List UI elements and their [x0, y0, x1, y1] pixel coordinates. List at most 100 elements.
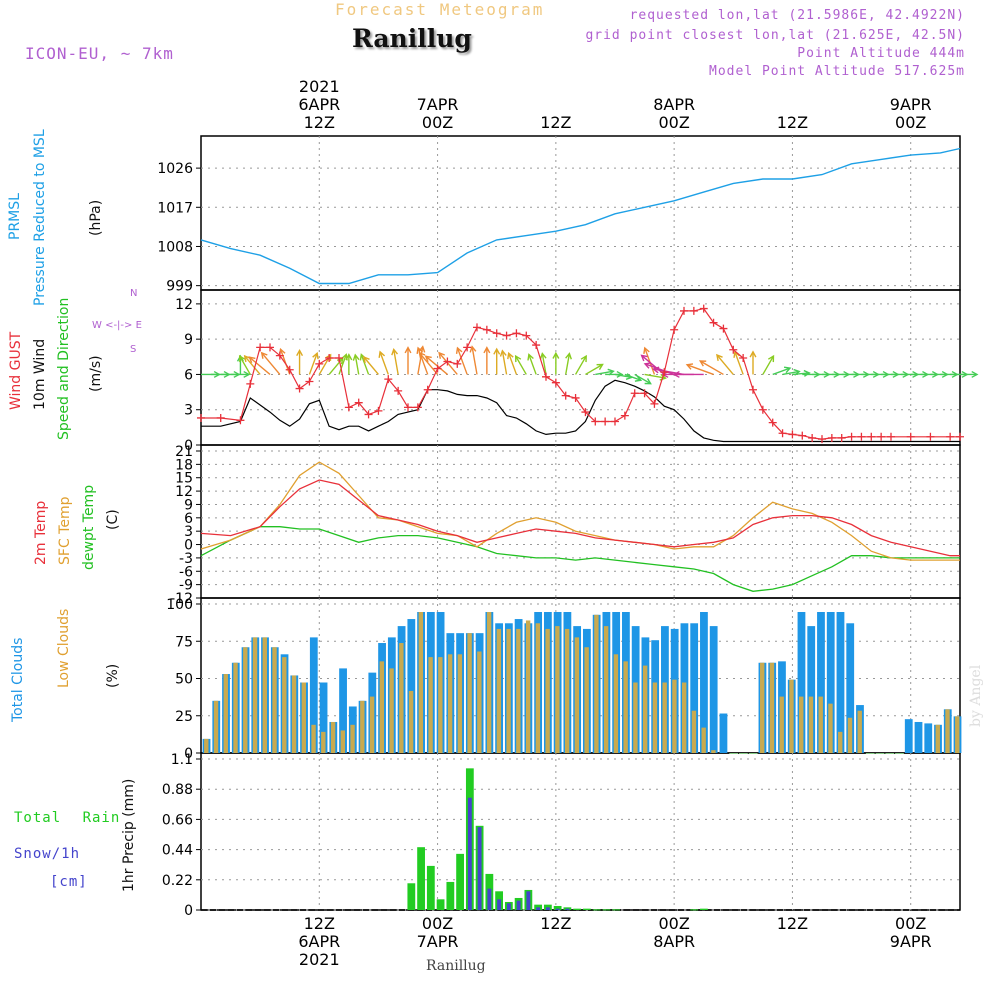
total-clouds-bar	[846, 623, 855, 753]
snow-label: Snow/1h	[14, 846, 81, 862]
low-clouds-bar	[330, 721, 336, 753]
y-tick-label: -6	[179, 564, 193, 580]
wind-arrow	[499, 349, 508, 375]
total-clouds-bar	[319, 682, 328, 753]
top-time-label: 12Z	[540, 113, 571, 132]
wind-arrow-head	[499, 349, 507, 357]
wind-gust-marker	[650, 399, 659, 408]
top-time-label: 7APR	[417, 95, 459, 114]
wind-arrow-head	[391, 347, 399, 356]
wind-arrow	[643, 346, 656, 375]
wind-arrow-shaft	[641, 354, 665, 375]
wind-gust-marker	[946, 432, 955, 441]
wind-gust-marker	[413, 403, 422, 412]
wind-arrow	[605, 370, 624, 378]
wind-gust-marker	[246, 379, 255, 388]
compass-south: S	[130, 344, 137, 355]
bottom-time-label: 12Z	[777, 914, 808, 933]
low-clouds-bar	[272, 647, 277, 753]
rain-bar	[592, 909, 601, 911]
low-clouds-bar	[564, 628, 570, 753]
top-time-label: 2021	[299, 77, 340, 96]
wind-arrow-head	[243, 354, 251, 363]
wind-arrow	[404, 346, 412, 375]
y-tick-label: 50	[175, 672, 193, 688]
wind-arrow-head	[352, 353, 360, 361]
low-clouds-bar	[233, 662, 238, 753]
wind-arrow-head	[643, 346, 650, 354]
wind-gust-marker	[315, 359, 324, 368]
wind-arrow-head	[514, 354, 522, 363]
wind-arrow-shaft	[456, 347, 468, 375]
wind-gust-marker	[808, 433, 817, 442]
wind-arrow-head	[238, 354, 246, 363]
total-clouds-bar	[339, 668, 347, 753]
top-time-label: 12Z	[304, 113, 335, 132]
wind-arrow-head	[596, 363, 604, 371]
wind-gust-marker	[887, 432, 895, 441]
wind-arrow-head	[418, 351, 426, 359]
wind-arrow-shaft	[565, 353, 571, 375]
wind-gust-marker	[837, 433, 846, 442]
y-tick-label: 1017	[157, 200, 193, 216]
wind-gust-marker	[197, 413, 205, 422]
low-clouds-bar	[711, 750, 716, 753]
wind-gust-marker	[601, 417, 610, 426]
wind-arrow-head	[749, 350, 757, 358]
wind-arrow	[643, 362, 675, 376]
temp-2m-line	[200, 479, 960, 557]
wind-gust-marker	[719, 324, 728, 333]
wind-arrow	[640, 354, 665, 375]
wind-arrow-shaft	[614, 373, 632, 379]
y-tick-label: 12	[175, 484, 193, 500]
rain-bar	[602, 909, 611, 911]
wind-arrow-head	[438, 351, 446, 359]
wind-arrow	[260, 351, 281, 375]
snow-bar	[555, 908, 560, 910]
top-time-label: 6APR	[298, 95, 340, 114]
wind-arrow	[483, 346, 491, 375]
wind-arrow-shaft	[501, 350, 508, 375]
top-time-label: 00Z	[895, 113, 926, 132]
wind-arrow	[539, 352, 547, 375]
wind-arrow	[345, 353, 353, 375]
pressure-frame	[200, 135, 961, 291]
wind-gust-marker	[778, 429, 787, 438]
wind-gust-marker	[867, 432, 876, 441]
wind-gust-marker	[561, 391, 570, 400]
wind-arrow-head	[652, 366, 660, 374]
snow-bar	[526, 891, 531, 910]
point-altitude: Point Altitude 444m	[797, 46, 965, 61]
y-tick-label: 9	[184, 497, 193, 513]
total-clouds-bar	[836, 612, 845, 753]
y-tick-label: 0.22	[162, 873, 193, 889]
total-clouds-bar	[904, 719, 913, 753]
wind-arrow-shaft	[308, 352, 318, 375]
wind-arrow	[672, 370, 704, 378]
wind-arrow-head	[362, 356, 370, 364]
rain-bar	[553, 905, 562, 910]
wind-arrow	[565, 352, 572, 375]
low-clouds-bar	[769, 662, 775, 753]
wind-arrow	[248, 356, 271, 375]
y-tick-label: 999	[166, 279, 193, 295]
wind-gust-marker	[640, 389, 649, 398]
low-clouds-bar	[955, 716, 960, 753]
wind-gust-marker	[729, 345, 738, 354]
y-tick-label: 3	[184, 403, 193, 419]
wind-arrow	[391, 347, 399, 375]
wind-arrow-shaft	[585, 363, 603, 376]
wind-arrow-head	[404, 346, 412, 354]
snow-bar	[516, 900, 521, 910]
wind-arrow	[243, 354, 261, 375]
wind-arrow	[716, 353, 734, 375]
wind-arrow	[552, 351, 560, 375]
snow-unit-label: [cm]	[50, 874, 88, 890]
rain-bar	[426, 865, 435, 910]
chart-subtitle: Forecast Meteogram	[335, 0, 545, 19]
wind-arrow-shaft	[762, 355, 775, 375]
wind-arrow-head	[248, 356, 256, 364]
wind-arrow-head	[971, 370, 979, 378]
wind-gust-marker	[680, 306, 688, 315]
wind-gust-marker	[295, 384, 304, 393]
